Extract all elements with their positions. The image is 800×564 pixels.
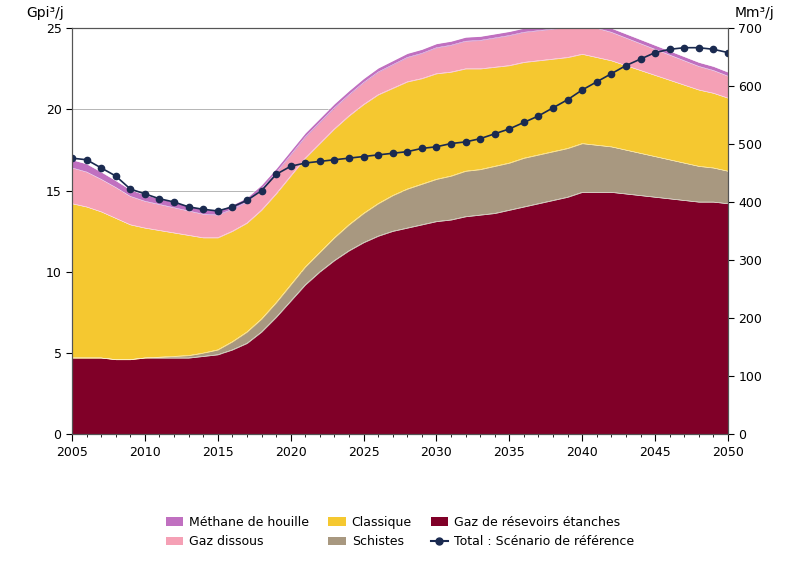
Text: Mm³/j: Mm³/j [734,6,774,20]
Text: Gpi³/j: Gpi³/j [26,6,64,20]
Legend: Méthane de houille, Gaz dissous, Classique, Schistes, Gaz de résevoirs étanches,: Méthane de houille, Gaz dissous, Classiq… [162,512,638,552]
